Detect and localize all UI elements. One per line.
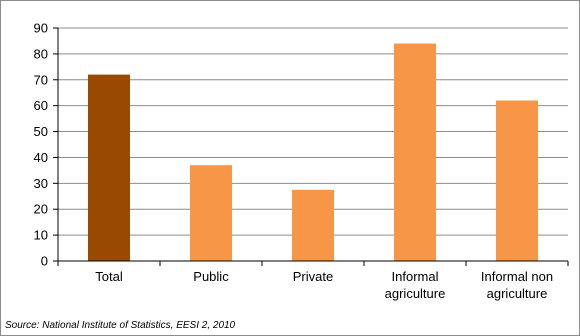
- x-axis-labels: Total Public Private Informal agriculture Inf…: [95, 269, 553, 301]
- y-tick-label-70: 70: [34, 72, 48, 87]
- x-label-informal-agriculture: Informal agriculture: [385, 269, 446, 301]
- bar-informal-agriculture: [394, 43, 436, 262]
- x-label-informal-non-agriculture: Informal non agriculture: [481, 269, 553, 301]
- y-tick-label-20: 20: [34, 202, 48, 217]
- bar-private: [292, 189, 334, 261]
- y-tick-label-80: 80: [34, 46, 48, 61]
- bars: [88, 43, 538, 262]
- y-tick-label-10: 10: [34, 228, 48, 243]
- source-note: Source: National Institute of Statistics…: [5, 320, 236, 331]
- axes: [57, 28, 569, 266]
- y-tick-label-50: 50: [34, 124, 48, 139]
- y-tick-label-60: 60: [34, 98, 48, 113]
- x-label-private: Private: [293, 269, 333, 284]
- x-label-total: Total: [95, 269, 123, 284]
- bar-total: [88, 74, 130, 261]
- y-tick-label-90: 90: [34, 21, 48, 36]
- bar-chart: 0 10 20 30 40 50 60 70 80 90 Total Public Private In…: [34, 21, 569, 301]
- x-label-public: Public: [193, 269, 229, 284]
- y-axis-ticks: 0 10 20 30 40 50 60 70 80 90: [34, 21, 58, 269]
- y-tick-label-30: 30: [34, 176, 48, 191]
- y-tick-label-40: 40: [34, 150, 48, 165]
- bar-informal-non-agriculture: [496, 100, 538, 261]
- y-tick-label-0: 0: [41, 254, 48, 269]
- gridlines: [58, 27, 568, 236]
- bar-public: [190, 165, 232, 261]
